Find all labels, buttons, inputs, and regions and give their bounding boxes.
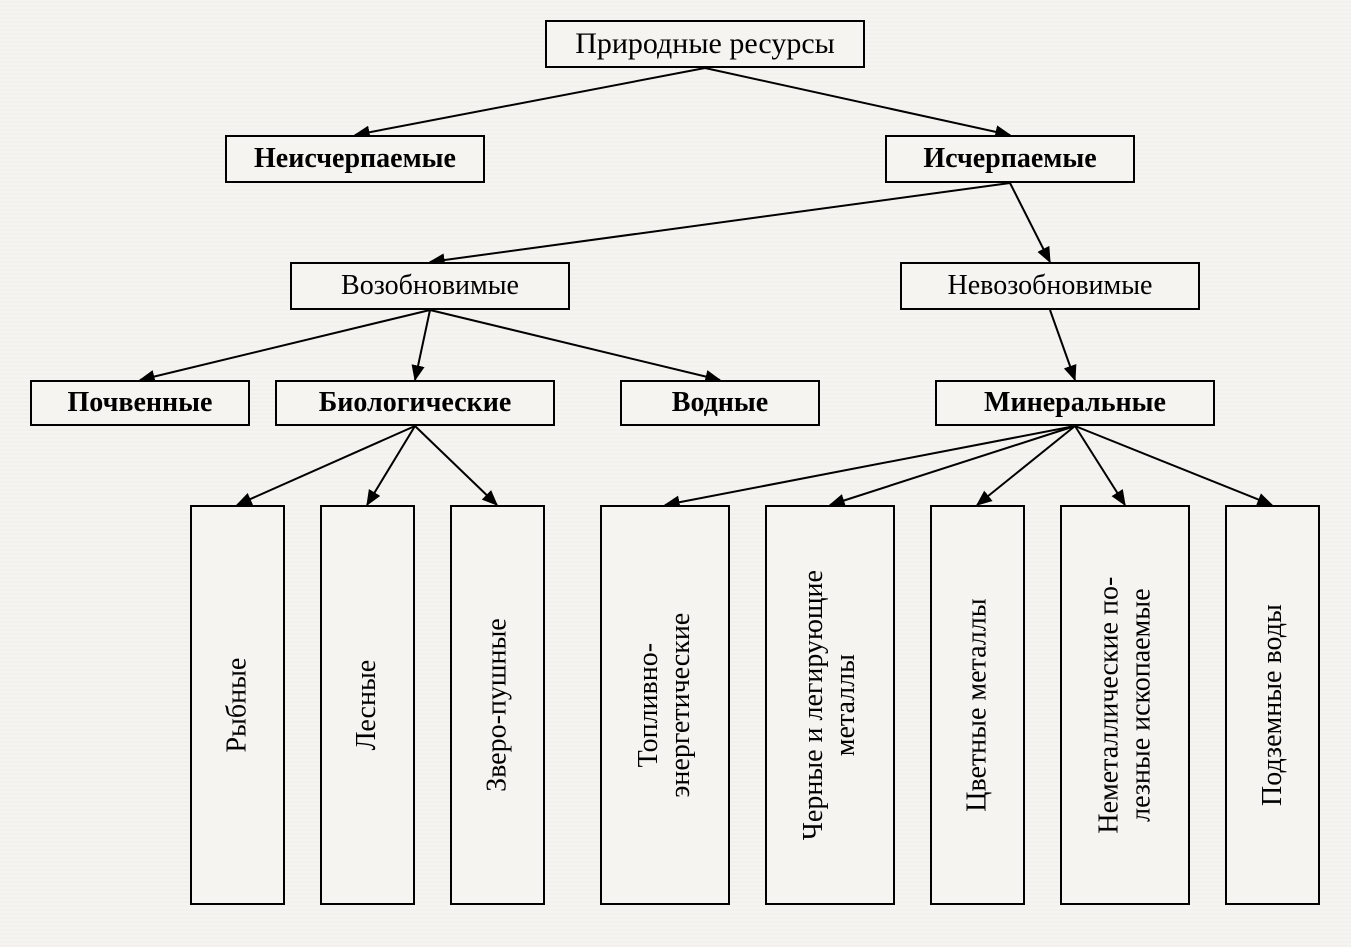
leaf-label: Лесные [351, 660, 383, 751]
leaf-label: Цветные металлы [961, 598, 993, 811]
node-vodnye: Водные [620, 380, 820, 426]
leaf-lesnye: Лесные [320, 505, 415, 905]
leaf-label: Подземные воды [1256, 604, 1288, 806]
leaf-podzemnye-vody: Подземные воды [1225, 505, 1320, 905]
leaf-zvero-pushnye: Зверо-пушные [450, 505, 545, 905]
leaf-label: Зверо-пушные [481, 618, 513, 792]
leaf-label: Топливно- энергетические [633, 613, 697, 798]
node-vozobnovimye: Возобновимые [290, 262, 570, 310]
leaf-chernye-legiruyushchie: Черные и легирующие металлы [765, 505, 895, 905]
node-neischerpaemye: Неисчерпаемые [225, 135, 485, 183]
node-nevozobnovimye: Невозобновимые [900, 262, 1200, 310]
node-root: Природные ресурсы [545, 20, 865, 68]
leaf-nemetallicheskie: Неметаллические по- лезные ископаемые [1060, 505, 1190, 905]
node-biologicheskie: Биологические [275, 380, 555, 426]
leaf-label: Неметаллические по- лезные ископаемые [1093, 577, 1157, 834]
leaf-cvetnye-metally: Цветные металлы [930, 505, 1025, 905]
leaf-rybnye: Рыбные [190, 505, 285, 905]
leaf-label: Рыбные [221, 658, 253, 753]
leaf-toplivno-energeticheskie: Топливно- энергетические [600, 505, 730, 905]
node-pochvennye: Почвенные [30, 380, 250, 426]
node-ischerpaemye: Исчерпаемые [885, 135, 1135, 183]
leaf-label: Черные и легирующие металлы [798, 570, 862, 840]
node-mineralnye: Минеральные [935, 380, 1215, 426]
diagram-root: Природные ресурсы Неисчерпаемые Исчерпае… [0, 0, 1351, 947]
